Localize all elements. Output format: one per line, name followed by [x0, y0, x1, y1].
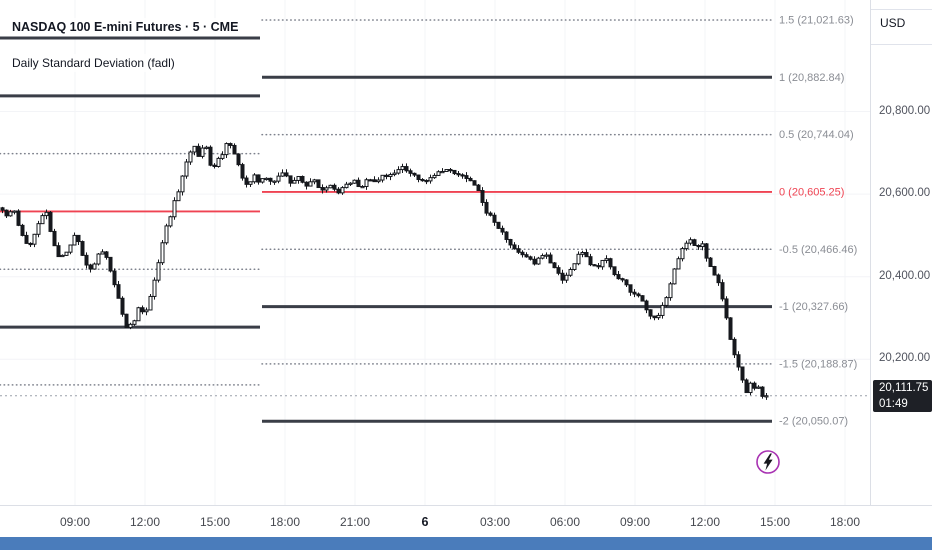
level-label: 1.5 (21,021.63): [779, 14, 854, 26]
time-tick-label: 15:00: [759, 515, 791, 529]
bar-countdown: 01:49: [879, 397, 908, 410]
time-tick-label: 06:00: [549, 515, 581, 529]
price-tick-label: 20,200.00: [879, 352, 931, 365]
time-tick-label: 15:00: [199, 515, 231, 529]
time-tick-label: 18:00: [269, 515, 301, 529]
axis-divider-bottom: [871, 44, 932, 45]
lightning-bolt-icon: [763, 453, 773, 471]
level-label: 0 (20,605.25): [779, 186, 844, 198]
price-axis[interactable]: USD 20,800.00 20,600.00 20,400.00 20,200.00…: [870, 0, 932, 505]
level-label: -0.5 (20,466.46): [779, 244, 857, 256]
flash-event-icon[interactable]: [756, 450, 780, 474]
bottom-blue-bar: [0, 537, 932, 550]
time-tick-label: 12:00: [129, 515, 161, 529]
time-axis[interactable]: 09:00 12:00 15:00 18:00 21:00 6 03:00 06:00 09:0…: [0, 505, 932, 537]
grid-lines: [0, 0, 870, 505]
chart-plot-area[interactable]: 1.5 (21,021.63) 1 (20,882.84) 0.5 (20,744.…: [0, 0, 870, 505]
last-price-value: 20,111.75: [879, 381, 929, 394]
price-tick-label: 20,400.00: [879, 269, 931, 282]
symbol-title[interactable]: NASDAQ 100 E-mini Futures · 5 · CME: [6, 18, 245, 36]
time-tick-day: 6: [421, 515, 429, 529]
time-tick-label: 21:00: [339, 515, 371, 529]
time-tick-label: 12:00: [689, 515, 721, 529]
time-tick-label: 18:00: [829, 515, 861, 529]
chart-legend: NASDAQ 100 E-mini Futures · 5 · CME Dail…: [6, 18, 245, 72]
candlestick-series: [0, 142, 769, 400]
indicator-title[interactable]: Daily Standard Deviation (fadl): [6, 54, 181, 72]
level-label: -1 (20,327.66): [779, 301, 848, 313]
price-tick-label: 20,600.00: [879, 187, 931, 200]
std-dev-levels: 1.5 (21,021.63) 1 (20,882.84) 0.5 (20,744.…: [261, 14, 857, 428]
currency-label: USD: [880, 16, 906, 30]
prev-day-levels: [0, 36, 261, 386]
level-label: -2 (20,050.07): [779, 416, 848, 428]
level-label: -1.5 (20,188.87): [779, 358, 857, 370]
axis-divider-top: [871, 9, 932, 10]
time-tick-label: 09:00: [619, 515, 651, 529]
chart-canvas[interactable]: 1.5 (21,021.63) 1 (20,882.84) 0.5 (20,744.…: [0, 0, 870, 505]
time-tick-label: 03:00: [479, 515, 511, 529]
level-label: 0.5 (20,744.04): [779, 129, 854, 141]
last-price-badge: 20,111.75 01:49: [873, 379, 932, 412]
time-tick-label: 09:00: [59, 515, 91, 529]
price-tick-label: 20,800.00: [879, 104, 931, 117]
level-label: 1 (20,882.84): [779, 72, 844, 84]
